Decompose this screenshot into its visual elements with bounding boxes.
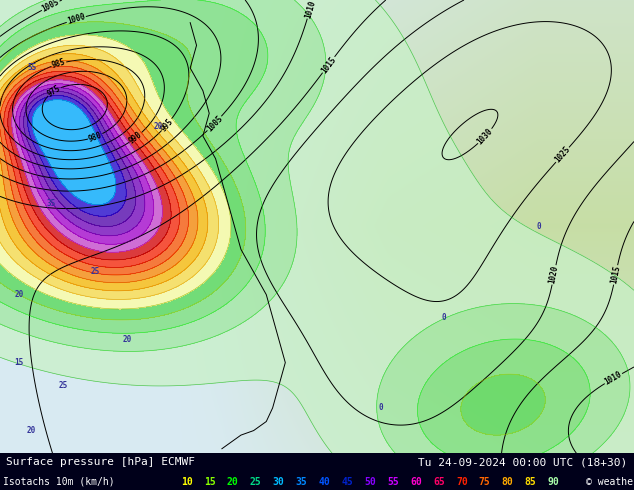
Text: 20: 20 [154, 122, 163, 131]
Text: Isotachs 10m (km/h): Isotachs 10m (km/h) [3, 477, 115, 487]
Text: 40: 40 [318, 477, 330, 487]
Text: 15: 15 [15, 358, 23, 367]
Text: 45: 45 [341, 477, 353, 487]
Text: 975: 975 [46, 84, 62, 98]
Text: 995: 995 [159, 117, 175, 133]
Text: 65: 65 [433, 477, 444, 487]
Text: 1005: 1005 [205, 114, 224, 133]
Text: 1020: 1020 [548, 265, 560, 285]
Text: 1010: 1010 [603, 370, 624, 387]
Text: 90: 90 [548, 477, 559, 487]
Text: 1030: 1030 [476, 126, 495, 146]
Text: © weatheronline.co.uk: © weatheronline.co.uk [586, 477, 634, 487]
Text: 1005: 1005 [41, 0, 61, 14]
Text: 85: 85 [525, 477, 536, 487]
Text: 35: 35 [46, 199, 55, 208]
Text: 0: 0 [536, 222, 541, 231]
Text: Tu 24-09-2024 00:00 UTC (18+30): Tu 24-09-2024 00:00 UTC (18+30) [418, 458, 628, 467]
Text: 985: 985 [51, 58, 67, 70]
Text: 20: 20 [122, 336, 131, 344]
Text: 50: 50 [364, 477, 376, 487]
Text: 0: 0 [441, 313, 446, 322]
Text: 1015: 1015 [320, 55, 338, 75]
Text: 70: 70 [456, 477, 468, 487]
Text: 10: 10 [181, 477, 193, 487]
Text: 25: 25 [250, 477, 261, 487]
Text: 20: 20 [226, 477, 238, 487]
Text: 1000: 1000 [66, 12, 86, 26]
Text: 990: 990 [127, 130, 144, 145]
Text: 20: 20 [27, 426, 36, 435]
Text: 80: 80 [501, 477, 514, 487]
Text: 35: 35 [295, 477, 307, 487]
Text: Surface pressure [hPa] ECMWF: Surface pressure [hPa] ECMWF [6, 458, 195, 467]
Text: 1025: 1025 [553, 145, 572, 165]
Text: 25: 25 [59, 381, 68, 390]
Text: 75: 75 [479, 477, 491, 487]
Text: 0: 0 [378, 403, 383, 413]
Text: 30: 30 [273, 477, 284, 487]
Text: 25: 25 [91, 268, 100, 276]
Text: 15: 15 [204, 477, 216, 487]
Text: 20: 20 [15, 290, 23, 299]
Text: 980: 980 [87, 130, 103, 144]
Text: 1010: 1010 [303, 0, 317, 19]
Text: 55: 55 [27, 64, 36, 73]
Text: 60: 60 [410, 477, 422, 487]
Text: 55: 55 [387, 477, 399, 487]
Text: 1015: 1015 [609, 265, 622, 285]
